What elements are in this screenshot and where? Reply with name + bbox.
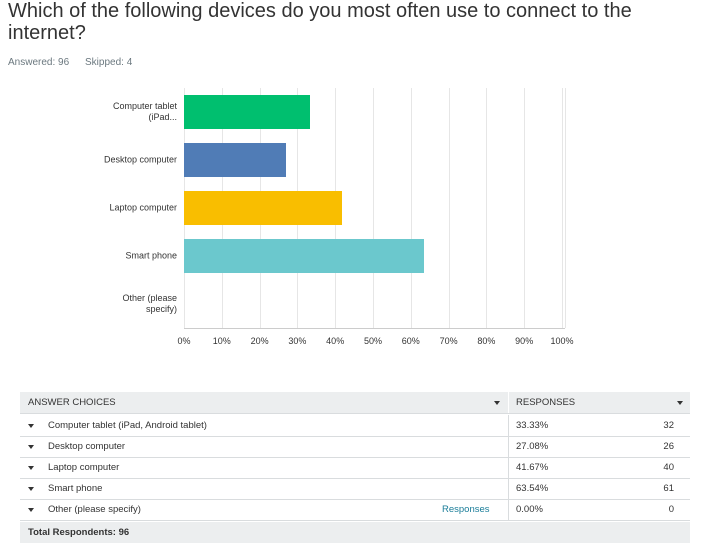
count: 32 [663,420,674,431]
percent: 63.54% [516,483,549,494]
x-tick-label: 10% [212,336,231,346]
column-divider [508,478,509,499]
x-tick-label: 60% [401,336,420,346]
table-row: Laptop computer 41.67% 40 [20,457,690,479]
grid-line [486,88,488,328]
bar [184,191,342,225]
answer-choice: Laptop computer [48,462,120,473]
total-respondents: Total Respondents: 96 [28,527,130,538]
percent: 27.08% [516,441,549,452]
axis-line [184,328,565,329]
x-tick-label: 100% [550,336,574,346]
column-header: ANSWER CHOICES [28,397,116,408]
column-header: RESPONSES [516,397,576,408]
count: 61 [663,483,674,494]
chart: 0% 10% 20% 30% 40% 50% 60% 70% 80% 90% 100% Compute… [103,88,574,346]
grid-line [524,88,526,328]
grid-line [562,88,563,328]
expand-arrow[interactable] [28,466,34,470]
x-tick-label: 30% [288,336,307,346]
bar [184,95,310,129]
column-divider [508,499,509,520]
skipped: Skipped: 4 [85,57,133,68]
grid-line [373,88,374,328]
x-tick-label: 20% [250,336,269,346]
expand-arrow[interactable] [28,508,34,512]
answer-choice: Computer tablet (iPad, Android tablet) [48,420,207,431]
table-row: Computer tablet (iPad, Android tablet) 33… [20,415,690,437]
percent: 33.33% [516,420,549,431]
x-tick-label: 90% [515,336,534,346]
count: 0 [668,504,674,515]
column-divider [508,392,509,413]
axis-line [565,88,566,328]
bar [184,239,425,273]
x-tick-label: 80% [477,336,496,346]
responses-link[interactable]: Responses [442,504,490,515]
answered: Answered: 96 [8,57,70,68]
x-tick-label: 50% [363,336,383,346]
category-label: Smart phone [125,250,177,261]
percent: 41.67% [516,462,549,473]
grid-line [448,88,450,328]
column-divider [508,457,509,478]
column-divider [508,415,509,436]
table-row: Desktop computer 27.08% 26 [20,436,690,458]
table-header: ANSWER CHOICES RESPONSES [20,392,690,414]
expand-arrow[interactable] [28,445,34,449]
table-footer: Total Respondents: 96 [20,522,690,543]
sort-arrow[interactable] [677,401,683,405]
x-tick-label: 40% [326,336,345,346]
count: 26 [663,441,674,452]
answer-choice: Smart phone [48,483,103,494]
bar [184,143,287,177]
percent: 0.00% [516,504,543,515]
expand-arrow[interactable] [28,487,34,491]
answer-choice: Other (please specify) [48,504,141,515]
table-row: Other (please specify) Responses 0.00% 0 [20,499,690,521]
grid-line [410,88,412,328]
x-tick-label: 0% [177,336,191,346]
expand-arrow[interactable] [28,424,34,428]
table: ANSWER CHOICES RESPONSES Computer tablet (… [20,392,690,543]
x-tick-label: 70% [439,336,458,346]
column-divider [508,436,509,457]
category-label: Laptop computer [109,202,177,213]
table-row: Smart phone 63.54% 61 [20,478,690,500]
category-label: Desktop computer [103,154,177,165]
category-label: Computer tablet (iPad... [112,101,177,122]
count: 40 [663,462,674,473]
sort-arrow[interactable] [494,401,500,405]
answer-choice: Desktop computer [48,441,126,452]
category-label: Other (please specify) [122,293,177,314]
question-title: Which of the following devices do you mo… [8,0,632,44]
